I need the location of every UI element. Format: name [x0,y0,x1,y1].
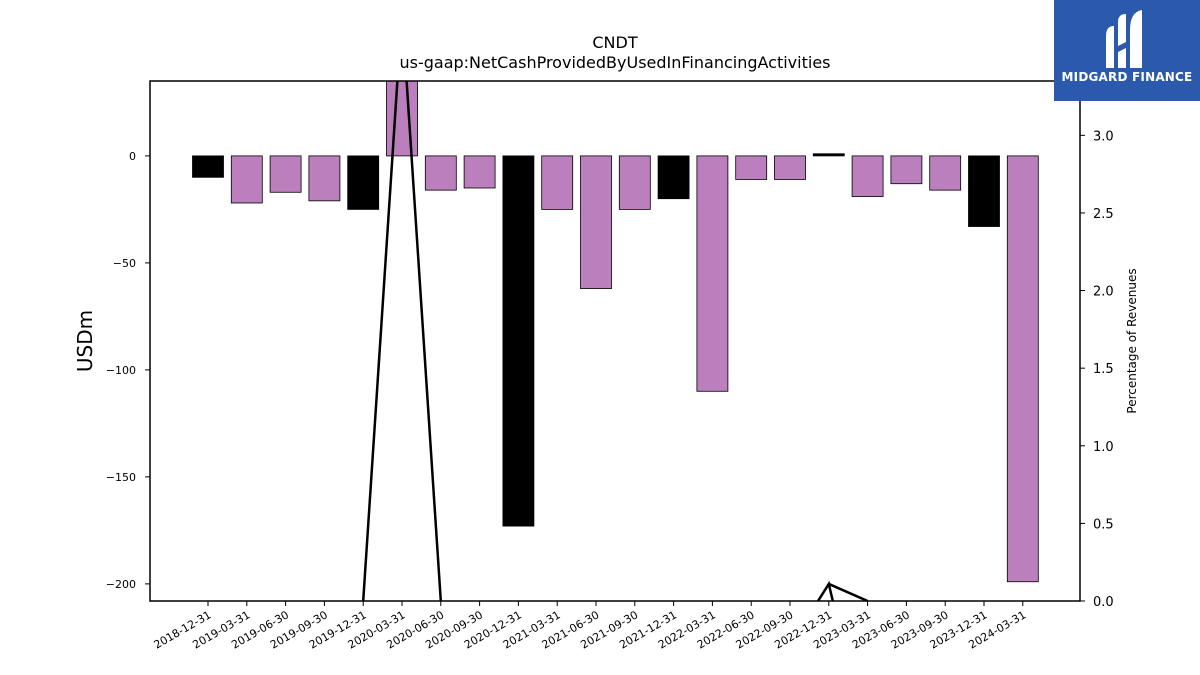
percent-of-revenues-spike [816,580,835,601]
y2-tick-label: 1.0 [1093,440,1114,455]
bar-2020-06-30 [424,155,457,191]
midgard-finance-logo: MIDGARD FINANCE [1054,0,1200,101]
bar-2021-12-31 [657,155,690,200]
bar-2023-09-30 [929,155,962,191]
bar-2023-06-30 [890,155,923,185]
bar-2018-12-31 [192,155,224,178]
bar-2023-12-31 [968,155,1000,227]
bar-2020-03-31 [386,81,418,157]
percent-of-revenues-line [361,81,443,601]
y2-tick-label: 2.5 [1093,207,1114,222]
y2-axis-label: Percentage of Revenues [1125,268,1139,413]
chart-subtitle: us-gaap:NetCashProvidedByUsedInFinancing… [399,53,830,72]
bar-2021-09-30 [618,155,651,210]
plot-frame [149,80,1081,602]
y-tick-label: −200 [106,578,136,591]
bar-2019-12-31 [347,155,380,210]
y-tick-label: −50 [113,257,136,270]
bar-2019-03-31 [230,155,263,204]
bar-2022-06-30 [735,155,768,180]
y2-tick-label: 3.0 [1093,129,1114,144]
y-axis-label: USDm [73,310,97,372]
chart-title: CNDT [592,33,637,52]
bar-2019-09-30 [308,155,341,202]
bar-2024-03-31 [1006,155,1039,583]
bar-2022-09-30 [774,155,806,180]
bar-2021-06-30 [580,155,612,289]
y-tick-label: −150 [106,471,136,484]
bar-2023-03-31 [851,155,884,197]
bar-2020-09-30 [463,155,496,189]
percent-of-revenues-line [828,582,869,601]
y2-tick-label: 1.5 [1093,362,1114,377]
bar-2019-06-30 [269,155,302,193]
y-tick-label: −100 [106,364,136,377]
bar-2021-03-31 [541,155,574,210]
bar-2022-12-31 [812,153,845,157]
y2-tick-label: 2.0 [1093,285,1114,300]
midgard-logo-icon [1106,10,1142,68]
y2-tick-label: 0.0 [1093,595,1114,610]
y-tick-label: 0 [129,150,136,163]
y2-tick-label: 0.5 [1093,517,1114,532]
bar-2022-03-31 [696,155,729,392]
bar-2020-12-31 [502,155,535,527]
logo-text: MIDGARD FINANCE [1061,70,1193,84]
